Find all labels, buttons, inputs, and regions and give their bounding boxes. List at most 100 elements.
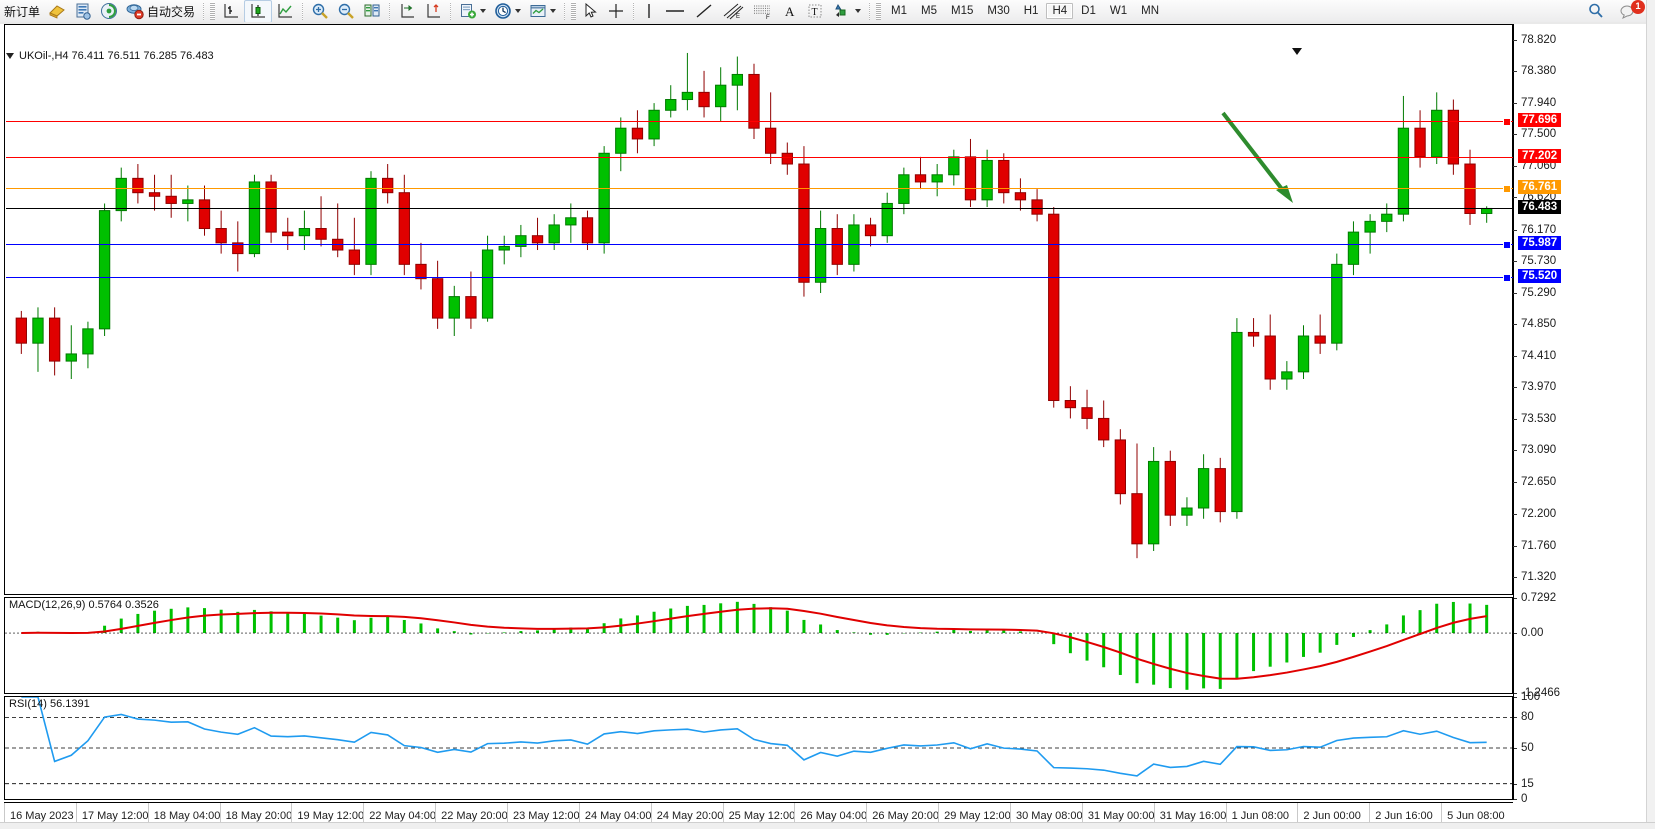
axis-line-indicators <box>1513 597 1514 800</box>
time-axis-label: 18 May 20:00 <box>225 810 293 822</box>
toolbar-separator <box>203 2 205 20</box>
chart-shift-icon <box>398 2 416 20</box>
level-price-label: 77.696 <box>1518 113 1562 128</box>
line-chart-button[interactable] <box>272 1 298 22</box>
time-separator <box>363 803 365 829</box>
horizontal-line-button[interactable] <box>660 1 690 22</box>
crosshair-icon <box>607 2 625 20</box>
horizontal-level-line[interactable] <box>6 121 1513 123</box>
chevron-down-icon[interactable] <box>515 9 522 13</box>
templates-button[interactable] <box>525 1 560 22</box>
level-price-label: 77.202 <box>1518 148 1562 163</box>
timeframe-h4[interactable]: H4 <box>1046 3 1074 19</box>
toolbar-gripper[interactable] <box>210 2 216 20</box>
data-window-button[interactable] <box>70 1 96 22</box>
timeframe-m15[interactable]: M15 <box>951 5 974 17</box>
trendline-button[interactable] <box>690 1 718 22</box>
alerts-button[interactable]: 1 <box>1615 0 1645 22</box>
level-line-handle[interactable] <box>1503 185 1511 194</box>
toolbar-gripper-2[interactable] <box>571 2 577 20</box>
auto-scroll-button[interactable] <box>420 1 446 22</box>
zoom-out-button[interactable] <box>333 1 359 22</box>
price-pane[interactable] <box>4 24 1513 595</box>
timeframe-m5[interactable]: M5 <box>921 5 937 17</box>
chart-menu-icon[interactable] <box>6 53 14 59</box>
chart-area[interactable]: UKOil-,H4 76.411 76.511 76.285 76.483 MA… <box>0 24 1655 829</box>
toolbar-separator-5 <box>564 2 566 20</box>
timeframe-group: M1 M5 M15 M30 H1 H4 D1 W1 MN <box>884 3 1166 19</box>
down-trend-arrow[interactable] <box>1221 111 1293 203</box>
candlestick-chart-icon <box>249 2 267 20</box>
macd-pane[interactable]: MACD(12,26,9) 0.5764 0.3526 <box>4 597 1513 694</box>
current-price-line <box>6 208 1513 210</box>
chevron-down-icon[interactable] <box>480 9 487 13</box>
indicators-button[interactable] <box>455 1 490 22</box>
periods-button[interactable] <box>490 1 525 22</box>
new-order-button[interactable]: 新订单 <box>0 1 44 22</box>
level-line-handle[interactable] <box>1503 118 1511 127</box>
time-axis[interactable]: 16 May 2023 17 May 12:00 18 May 04:00 18 Ma… <box>4 802 1513 829</box>
axis-tick <box>1513 387 1517 389</box>
horizontal-level-line[interactable] <box>6 156 1513 158</box>
timeframe-m1[interactable]: M1 <box>891 5 908 17</box>
axis-tick-label: 75.290 <box>1521 286 1557 299</box>
fibonacci-button[interactable]: F <box>748 1 778 22</box>
candlestick-chart-button[interactable] <box>244 0 273 23</box>
time-axis-label: 17 May 12:00 <box>81 810 149 822</box>
horizontal-level-line[interactable] <box>6 277 1513 279</box>
macd-series <box>5 601 1512 690</box>
text-label-button[interactable]: T <box>802 1 828 22</box>
navigator-button[interactable] <box>96 1 122 22</box>
zoom-in-button[interactable] <box>307 1 333 22</box>
time-axis-label: 31 May 00:00 <box>1087 810 1155 822</box>
axis-tick <box>1513 450 1517 452</box>
rsi-series <box>5 697 1512 785</box>
vertical-line-button[interactable] <box>638 1 660 22</box>
axis-tick <box>1513 355 1517 357</box>
macd-axis-label: 0.7292 <box>1521 592 1557 604</box>
expert-advisor-icon <box>48 2 66 20</box>
timeframe-h1[interactable]: H1 <box>1023 5 1039 17</box>
timeframe-m30[interactable]: M30 <box>987 5 1010 17</box>
horizontal-level-line[interactable] <box>6 243 1513 245</box>
axis-tick-label: 73.970 <box>1521 381 1557 394</box>
vertical-scrollbar[interactable] <box>1646 0 1655 822</box>
text-button[interactable]: A <box>778 1 802 22</box>
crosshair-button[interactable] <box>603 1 629 22</box>
expert-advisor-button[interactable] <box>44 1 70 22</box>
timeframe-mn[interactable]: MN <box>1141 5 1159 17</box>
chart-title-bar: UKOil-,H4 76.411 76.511 76.285 76.483 <box>6 50 214 62</box>
axis-tick <box>1513 197 1517 199</box>
current-price-label: 76.483 <box>1518 200 1562 215</box>
rsi-axis-label: 80 <box>1521 711 1534 724</box>
rsi-axis-label: 15 <box>1521 777 1534 790</box>
level-line-handle[interactable] <box>1503 274 1511 283</box>
time-axis-label: 2 Jun 00:00 <box>1303 810 1361 822</box>
tile-windows-button[interactable] <box>359 1 385 22</box>
chart-shift-button[interactable] <box>394 1 420 22</box>
toolbar-separator-7 <box>869 2 871 20</box>
autotrading-button[interactable]: 自动交易 <box>122 1 199 22</box>
price-axis[interactable]: 78.820 78.380 77.940 77.500 77.060 76.620 76.1… <box>1513 24 1655 805</box>
timeframe-w1[interactable]: W1 <box>1109 5 1128 17</box>
autotrading-label: 自动交易 <box>147 4 196 19</box>
axis-tick-label: 73.530 <box>1521 412 1557 425</box>
svg-text:E: E <box>736 14 740 20</box>
horizontal-level-line[interactable] <box>6 188 1513 190</box>
bar-chart-button[interactable] <box>218 1 244 22</box>
rsi-pane[interactable]: RSI(14) 56.1391 <box>4 696 1513 800</box>
text-label-icon: T <box>806 2 824 20</box>
timeframe-d1[interactable]: D1 <box>1081 5 1096 17</box>
axis-tick <box>1513 324 1517 326</box>
toolbar-gripper-3[interactable] <box>876 2 882 20</box>
level-line-handle[interactable] <box>1503 240 1511 249</box>
time-axis-label: 26 May 04:00 <box>800 810 868 822</box>
equidistant-channel-button[interactable]: E <box>718 1 748 22</box>
search-button[interactable] <box>1583 1 1609 22</box>
toolbar-separator-3 <box>389 2 391 20</box>
objects-button[interactable] <box>828 1 865 22</box>
chevron-down-icon[interactable] <box>550 9 557 13</box>
chevron-down-icon[interactable] <box>855 9 862 13</box>
cursor-button[interactable] <box>579 1 603 22</box>
horizontal-line-icon <box>664 2 686 20</box>
